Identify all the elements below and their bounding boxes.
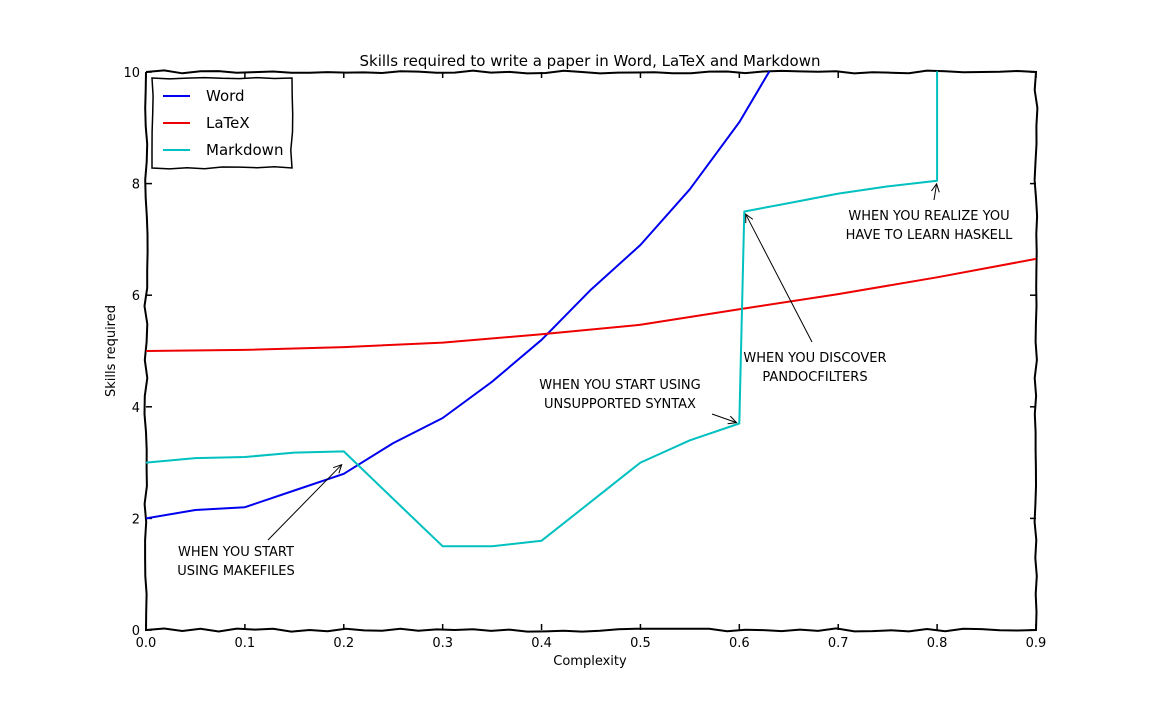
x-tick-label: 0.1 <box>235 636 256 651</box>
x-tick-label: 0.9 <box>1026 636 1047 651</box>
legend-label-latex: LaTeX <box>206 114 250 132</box>
annotation-arrowhead <box>333 463 343 474</box>
x-axis-label: Complexity <box>553 654 627 669</box>
series-line-markdown <box>146 71 939 548</box>
annotation-label: WHEN YOU START USING UNSUPPORTED SYNTAX <box>539 378 700 412</box>
x-tick-label: 0.4 <box>531 636 552 651</box>
chart-title: Skills required to write a paper in Word… <box>360 52 821 70</box>
y-tick-label: 4 <box>132 401 140 416</box>
series-line-latex <box>146 257 1036 352</box>
x-tick-label: 0.5 <box>630 636 651 651</box>
y-tick-label: 6 <box>132 289 140 304</box>
annotation-arrow <box>267 464 343 541</box>
annotations: WHEN YOU START USING MAKEFILES WHEN YOU ST… <box>177 182 1014 579</box>
x-tick-label: 0.2 <box>333 636 354 651</box>
annotation-arrowhead <box>745 213 754 224</box>
y-tick-label: 8 <box>132 178 140 193</box>
series-layer <box>146 71 1036 548</box>
axis-ticks: 0.0 0.1 0.2 0.3 0.4 0.5 0.6 0.7 0.8 0.9 0 2 4 6 8 10 <box>123 66 1046 651</box>
series-line-word <box>146 71 770 520</box>
y-tick-label: 10 <box>123 66 140 81</box>
x-tick-label: 0.3 <box>432 636 453 651</box>
annotation-arrow <box>933 183 938 201</box>
x-tick-label: 0.0 <box>136 636 157 651</box>
x-tick-label: 0.7 <box>828 636 849 651</box>
annotation-arrow <box>711 413 737 424</box>
annotation-label: WHEN YOU DISCOVER PANDOCFILTERS <box>743 351 886 385</box>
legend-box <box>151 76 294 170</box>
annotation-label: WHEN YOU REALIZE YOU HAVE TO LEARN HASKEL… <box>846 209 1014 243</box>
annotation-arrow <box>745 213 813 343</box>
x-tick-label: 0.8 <box>927 636 948 651</box>
y-tick-label: 0 <box>132 624 140 639</box>
legend: Word LaTeX Markdown <box>151 76 294 170</box>
x-tick-label: 0.6 <box>729 636 750 651</box>
legend-label-word: Word <box>206 87 245 105</box>
legend-entries: Word LaTeX Markdown <box>163 87 283 159</box>
y-axis-label: Skills required <box>104 305 119 397</box>
annotation-label: WHEN YOU START USING MAKEFILES <box>177 545 294 579</box>
y-tick-label: 2 <box>132 512 140 527</box>
annotation-arrowhead <box>930 182 940 193</box>
annotation-arrowhead <box>727 415 738 425</box>
legend-label-markdown: Markdown <box>206 141 283 159</box>
